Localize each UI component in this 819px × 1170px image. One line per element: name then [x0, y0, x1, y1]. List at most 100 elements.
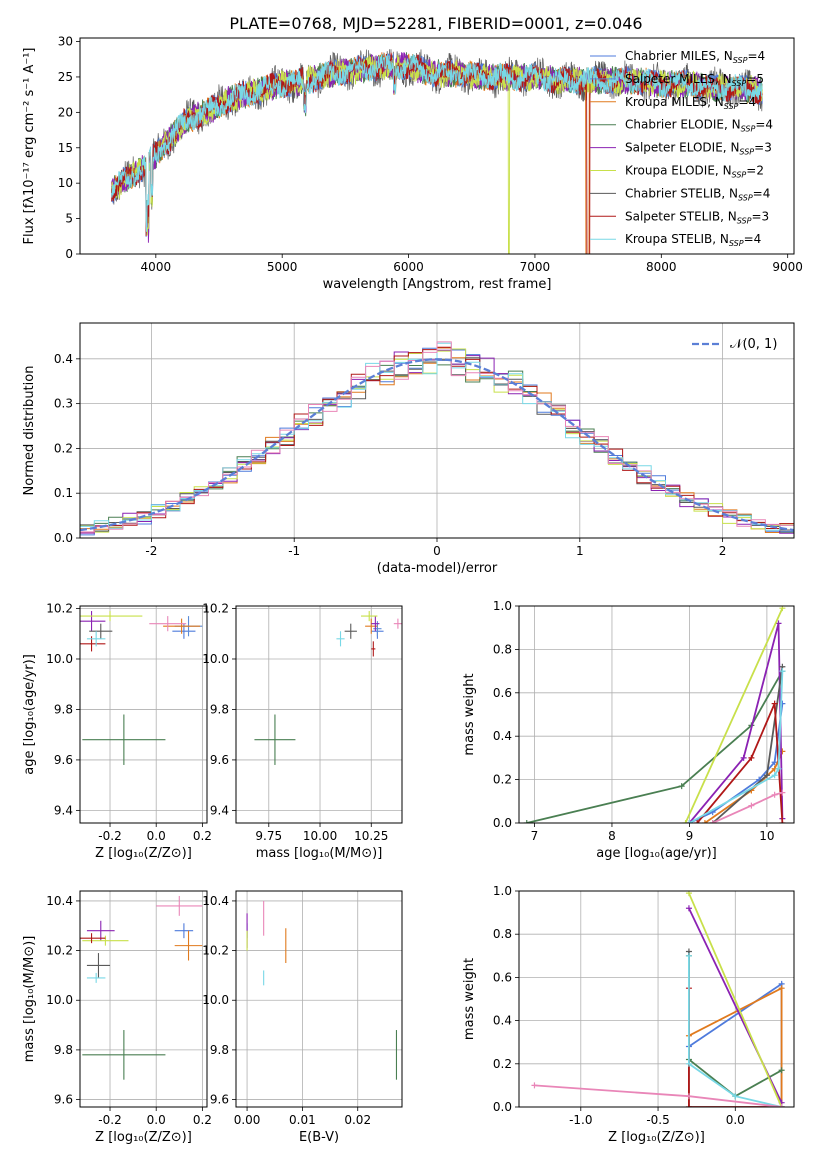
x-tick-label: 1: [576, 544, 584, 558]
x-tick-label: 0.0: [147, 1113, 166, 1127]
y-tick-label: 9.6: [210, 1093, 229, 1107]
axes-frame: [79, 605, 208, 824]
y-tick-label: 10.4: [46, 894, 73, 908]
legend: Chabrier MILES, NSSP=4 Salpeter MILES, NS…: [590, 49, 773, 248]
y-tick-label: 0.2: [493, 1057, 512, 1071]
x-tick-label: 6000: [393, 260, 424, 274]
legend-name: Salpeter STELIB: [625, 209, 720, 223]
x-tick-label: 0.01: [289, 1113, 316, 1127]
weight-marker: [686, 820, 693, 823]
weight-marker: [778, 985, 785, 992]
y-tick-label: 9.8: [210, 1043, 229, 1057]
y-axis-label: mass weight: [462, 673, 477, 755]
panel-weight-vs-Z: -1.0 -0.5 0.0 0.0 0.2 0.4 0.6 0.8 1.0 Z [log₁₀(Z/…: [462, 884, 795, 1145]
y-tick-label: 10.0: [202, 652, 229, 666]
x-tick-label: -0.2: [98, 829, 121, 843]
weight-marker: [771, 772, 778, 779]
nssp-sub: SSP: [724, 102, 739, 111]
nssp-sub: SSP: [729, 239, 744, 248]
nssp-prefix: N: [724, 49, 733, 63]
y-tick-label: 0.0: [493, 1100, 512, 1114]
x-axis-label: wavelength [Angstrom, rest frame]: [323, 277, 552, 292]
legend-entry: Chabrier MILES, NSSP=4: [625, 49, 765, 65]
x-axis-label: mass [log₁₀(M/M⊙)]: [256, 846, 383, 861]
plot-area: [80, 341, 794, 536]
legend-name: Kroupa ELODIE: [625, 164, 715, 178]
y-tick-label: 0.8: [493, 642, 512, 656]
legend-sep: ,: [723, 141, 731, 155]
weight-line: [712, 791, 783, 823]
y-tick-label: 9.4: [54, 803, 73, 817]
x-tick-label: 0.0: [726, 1113, 745, 1127]
nssp-value: 5: [756, 72, 764, 86]
plot-area: [254, 611, 402, 765]
y-tick-label: 1.0: [493, 884, 512, 898]
weight-marker: [740, 754, 747, 761]
weight-line: [688, 623, 784, 823]
y-tick-label: 9.8: [54, 1043, 73, 1057]
y-tick-label: 10: [58, 176, 73, 190]
y-tick-label: 0.6: [493, 686, 512, 700]
y-tick-label: 30: [58, 35, 73, 49]
legend-entry: Kroupa STELIB, NSSP=4: [625, 232, 761, 248]
weight-marker: [748, 802, 755, 809]
nssp-value: 4: [763, 186, 771, 200]
weight-marker: [775, 765, 782, 772]
legend-entry: Kroupa ELODIE, NSSP=2: [625, 164, 764, 180]
plot-area: [523, 606, 786, 823]
y-tick-label: 25: [58, 70, 73, 84]
legend-sep: ,: [715, 72, 723, 86]
legend-sep: ,: [716, 49, 724, 63]
nssp-eq: =: [753, 186, 763, 200]
weight-marker: [685, 1060, 692, 1067]
nssp-eq: =: [738, 95, 748, 109]
weight-marker: [778, 1104, 785, 1107]
legend-sep: ,: [721, 186, 729, 200]
y-tick-label: 10.0: [46, 993, 73, 1007]
y-tick-label: 5: [65, 212, 73, 226]
y-tick-label: 9.6: [210, 753, 229, 767]
x-axis-label: age [log₁₀(age/yr)]: [596, 846, 717, 861]
axes-frame: [79, 890, 208, 1108]
nssp-eq: =: [754, 141, 764, 155]
weight-marker: [701, 820, 708, 823]
x-tick-label: -2: [145, 544, 157, 558]
y-tick-label: 0.4: [493, 729, 512, 743]
y-tick-label: 0.4: [54, 352, 73, 366]
weight-marker: [778, 1067, 785, 1074]
weight-marker: [779, 789, 786, 796]
legend-normal-label: 𝒩(0, 1): [730, 337, 777, 352]
axes-frame: [235, 605, 403, 824]
legend-sep: ,: [720, 209, 728, 223]
weight-line: [684, 607, 784, 823]
y-tick-label: 9.8: [54, 702, 73, 716]
y-tick-label: 0.2: [493, 773, 512, 787]
nssp-sub: SSP: [732, 171, 747, 180]
y-tick-label: 20: [58, 105, 73, 119]
legend-entry: Chabrier ELODIE, NSSP=4: [625, 118, 773, 134]
y-tick-label: 9.6: [54, 753, 73, 767]
x-tick-label: 7: [531, 829, 539, 843]
y-axis-label: mass [log₁₀(M/M⊙)]: [22, 936, 37, 1063]
panel-age-vs-mass: 9.75 10.00 10.25 9.4 9.6 9.8 10.0 10.2 mass [log…: [202, 602, 403, 861]
x-tick-label: 8: [608, 829, 616, 843]
legend-name: Chabrier STELIB: [625, 186, 721, 200]
x-tick-label: -0.2: [98, 1113, 121, 1127]
y-tick-label: 0.4: [493, 1014, 512, 1028]
nssp-value: 4: [765, 118, 773, 132]
plot-area: [246, 900, 398, 1080]
nssp-sub: SSP: [732, 79, 747, 88]
legend-sep: ,: [724, 118, 732, 132]
nssp-prefix: N: [728, 209, 737, 223]
legend-entry: Salpeter MILES, NSSP=5: [625, 72, 764, 88]
legend-name: Salpeter ELODIE: [625, 141, 723, 155]
legend-entry: Kroupa MILES, NSSP=4: [625, 95, 756, 111]
nssp-value: 4: [758, 49, 766, 63]
y-tick-label: 1.0: [493, 599, 512, 613]
weight-marker: [685, 952, 692, 959]
x-tick-label: 0: [433, 544, 441, 558]
x-tick-label: 9.75: [255, 829, 282, 843]
panel-mass-vs-EBV: 0.00 0.01 0.02 9.6 9.8 10.0 10.2 10.4 E(B-V): [202, 890, 403, 1145]
nssp-prefix: N: [730, 141, 739, 155]
